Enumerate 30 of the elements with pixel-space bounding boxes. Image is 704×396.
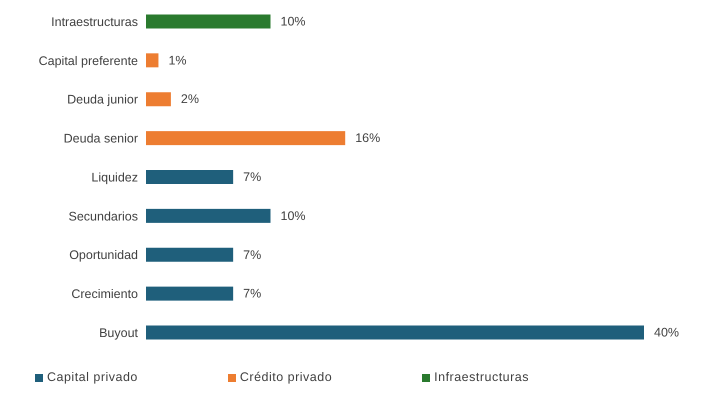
data-label: 7% — [243, 170, 262, 184]
data-label: 7% — [243, 286, 262, 301]
bar — [146, 53, 158, 68]
y-tick-label: Oportunidad — [69, 248, 138, 262]
y-tick-label: Capital preferente — [38, 54, 138, 68]
data-label: 16% — [355, 131, 380, 146]
bar — [146, 131, 346, 146]
y-tick-label: Deuda junior — [67, 92, 138, 107]
y-tick-label: Intraestructuras — [51, 14, 138, 29]
y-tick-label: Secundarios — [68, 209, 138, 224]
bar — [146, 14, 270, 28]
data-label: 1% — [168, 53, 187, 68]
legend-label: Infraestructuras — [434, 370, 529, 384]
legend-label: Crédito privado — [240, 370, 332, 384]
data-label: 40% — [654, 326, 680, 340]
data-label: 10% — [280, 208, 306, 223]
bar — [146, 92, 171, 106]
y-tick-label: Crecimiento — [71, 287, 138, 302]
data-label: 2% — [180, 92, 199, 106]
bar — [146, 326, 644, 340]
bar — [146, 248, 234, 262]
y-tick-label: Buyout — [99, 326, 139, 340]
bar — [146, 170, 234, 184]
y-tick-label: Liquidez — [91, 170, 138, 184]
bar — [146, 286, 234, 301]
y-tick-label: Deuda senior — [64, 132, 138, 146]
legend-label: Capital privado — [47, 370, 138, 384]
bar — [146, 208, 270, 223]
data-label: 10% — [280, 14, 306, 28]
data-label: 7% — [243, 248, 262, 262]
